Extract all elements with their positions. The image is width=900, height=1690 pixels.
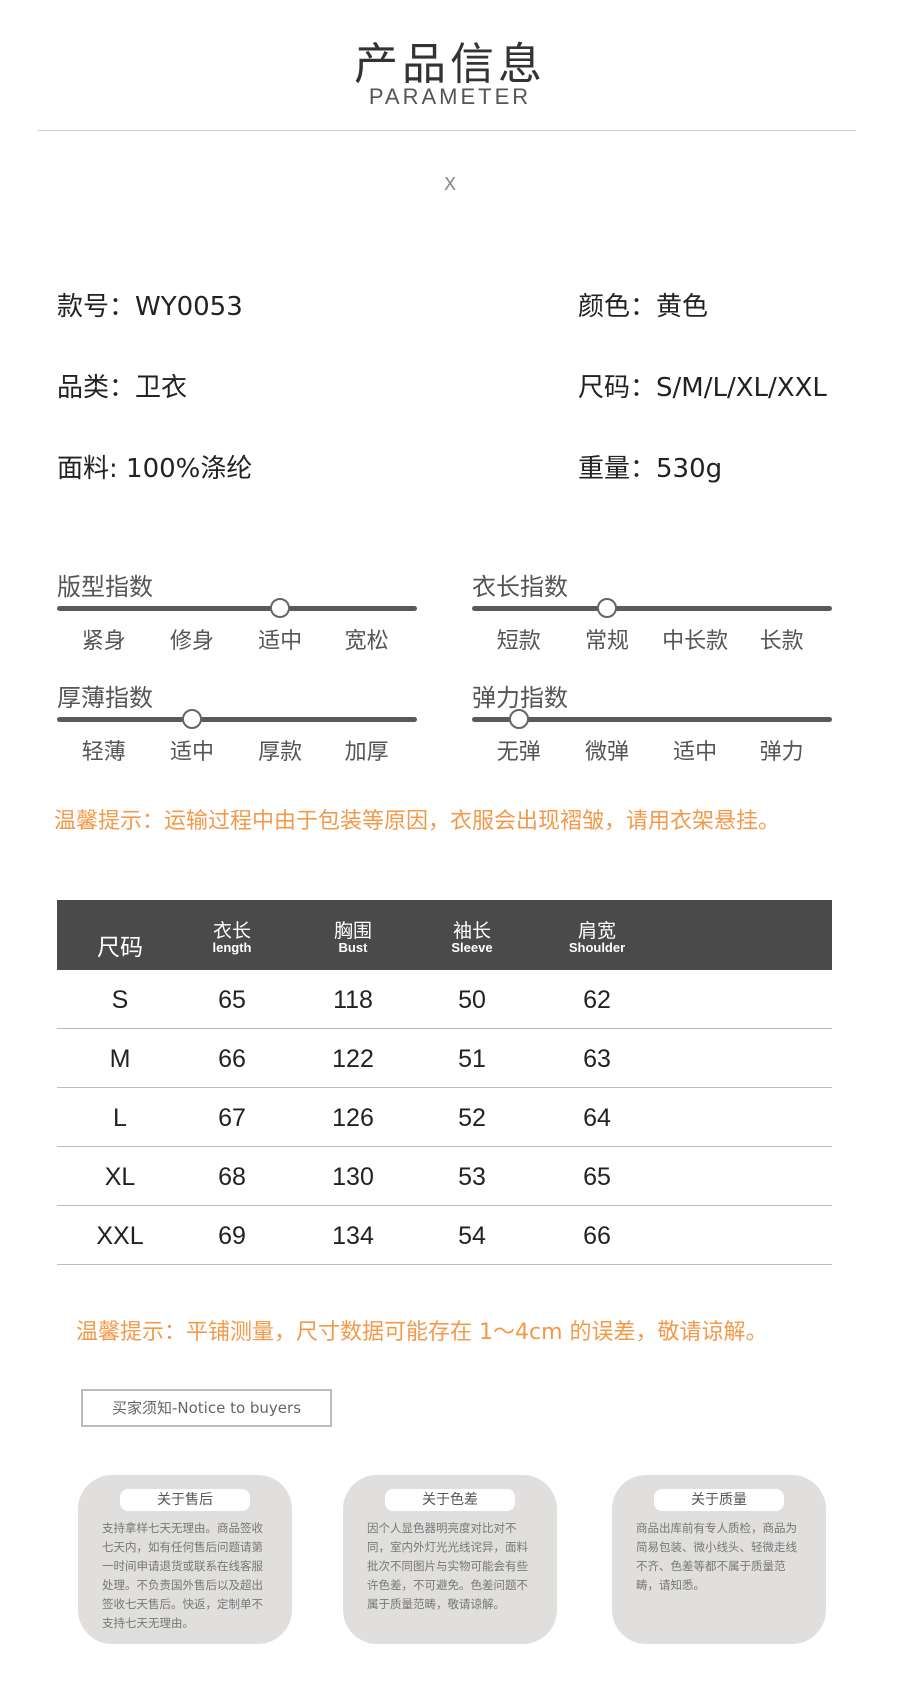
table-cell: 50 [458,986,486,1014]
slider-label: 中长款 [662,629,729,654]
table-cell: XL [104,1163,136,1191]
slider-thumb [597,598,617,618]
table-header: 尺码 衣长 length 胸围 Bust 袖长 Sleeve 肩宽 Shoulder [57,900,832,970]
table-cell: 62 [583,986,611,1014]
info-size: 尺码：S/M/L/XL/XXL [578,373,827,403]
table-row: L 67 126 52 64 [57,1088,832,1147]
card-body: 商品出库前有专人质检，商品为简易包装、微小线头、轻微走线不齐、色差等都不属于质量… [636,1521,797,1592]
table-cell: 134 [332,1222,374,1250]
info-card: 关于售后支持拿样七天无理由。商品签收七天内，如有任何售后问题请第一时间申请退货或… [78,1475,292,1644]
slider-label: 适中 [258,629,303,654]
slider-label: 适中 [169,740,214,765]
table-cell: 63 [583,1045,611,1073]
card-title: 关于质量 [654,1489,784,1511]
table-cell: 51 [458,1045,486,1073]
slider-label: 适中 [673,740,718,765]
table-cell: 65 [218,986,246,1014]
table-cell: 65 [583,1163,611,1191]
info-card: 关于质量商品出库前有专人质检，商品为简易包装、微小线头、轻微走线不齐、色差等都不… [612,1475,826,1644]
slider-label: 无弹 [496,740,541,765]
column-header-en: Bust [338,940,368,955]
info-category: 品类：卫衣 [57,373,188,403]
slider-label: 宽松 [344,629,389,654]
index-slider-track [472,709,832,729]
column-header: 肩宽 [577,920,616,942]
slider-label: 长款 [759,629,804,654]
slider-title: 弹力指数 [472,684,568,712]
divider [38,130,856,131]
info-card: 关于色差因个人显色器明亮度对比对不同，室内外灯光光线诧异，面料批次不同图片与实物… [343,1475,557,1644]
table-row: S 65 118 50 62 [57,970,832,1029]
table-cell: S [111,986,129,1014]
column-header: 袖长 [452,920,491,942]
table-cell: 67 [218,1104,246,1132]
slider-label: 短款 [496,629,541,654]
slider-label: 修身 [169,629,214,654]
info-fabric: 面料: 100%涤纶 [57,454,253,484]
table-cell: 53 [458,1163,486,1191]
table-cell: 130 [332,1163,374,1191]
measure-warning: 温馨提示：平铺测量，尺寸数据可能存在 1～4cm 的误差，敬请谅解。 [76,1320,768,1345]
column-header-en: length [212,940,252,955]
slider-label: 厚款 [258,740,303,765]
close-icon[interactable]: X [443,174,457,195]
table-cell: 68 [218,1163,246,1191]
table-cell: M [109,1045,131,1073]
slider-label: 弹力 [759,740,804,765]
size-table: 尺码 衣长 length 胸围 Bust 袖长 Sleeve 肩宽 Shoulder S 65 11… [57,900,832,1265]
slider-label: 微弹 [584,740,629,765]
slider-label: 紧身 [81,629,126,654]
slider-label: 加厚 [344,740,389,765]
slider-thumb [508,709,529,729]
card-title: 关于色差 [385,1489,515,1511]
table-row: XL 68 130 53 65 [57,1147,832,1206]
info-style-no: 款号：WY0053 [57,292,243,322]
table-cell: 66 [218,1045,246,1073]
slider-title: 版型指数 [57,573,153,601]
table-row: XXL 69 134 54 66 [57,1206,832,1265]
info-weight: 重量：530g [578,454,723,484]
column-header: 尺码 [97,935,143,961]
table-cell: 122 [332,1045,374,1073]
notice-to-buyers-label: 买家须知-Notice to buyers [81,1389,332,1427]
slider-thumb [182,709,202,729]
table-cell: XXL [96,1222,144,1250]
info-color: 颜色：黄色 [578,292,709,322]
table-cell: 126 [332,1104,374,1132]
slider-label: 常规 [584,629,629,654]
shipping-warning: 温馨提示：运输过程中由于包装等原因，衣服会出现褶皱，请用衣架悬挂。 [54,809,781,834]
table-cell: 118 [333,986,373,1014]
card-title: 关于售后 [120,1489,250,1511]
table-cell: 66 [583,1222,611,1250]
index-slider-track [57,598,417,618]
table-row: M 66 122 51 63 [57,1029,832,1088]
table-cell: 69 [218,1222,246,1250]
column-header-en: Shoulder [568,940,626,955]
page-title: 产品信息 [354,39,546,90]
slider-title: 厚薄指数 [57,684,153,712]
card-body: 因个人显色器明亮度对比对不同，室内外灯光光线诧异，面料批次不同图片与实物可能会有… [367,1521,528,1611]
page-subtitle: PARAMETER [368,84,532,109]
table-cell: 54 [458,1222,486,1250]
column-header: 胸围 [333,920,372,942]
slider-label: 轻薄 [81,740,126,765]
slider-title: 衣长指数 [472,573,568,601]
index-slider-track [472,598,832,618]
column-header-en: Sleeve [451,940,493,955]
index-slider-track [57,709,417,729]
table-cell: 52 [458,1104,486,1132]
table-cell: 64 [583,1104,611,1132]
column-header: 衣长 [212,920,251,942]
table-cell: L [113,1104,127,1132]
slider-thumb [270,598,291,618]
card-body: 支持拿样七天无理由。商品签收七天内，如有任何售后问题请第一时间申请退货或联系在线… [102,1521,263,1630]
